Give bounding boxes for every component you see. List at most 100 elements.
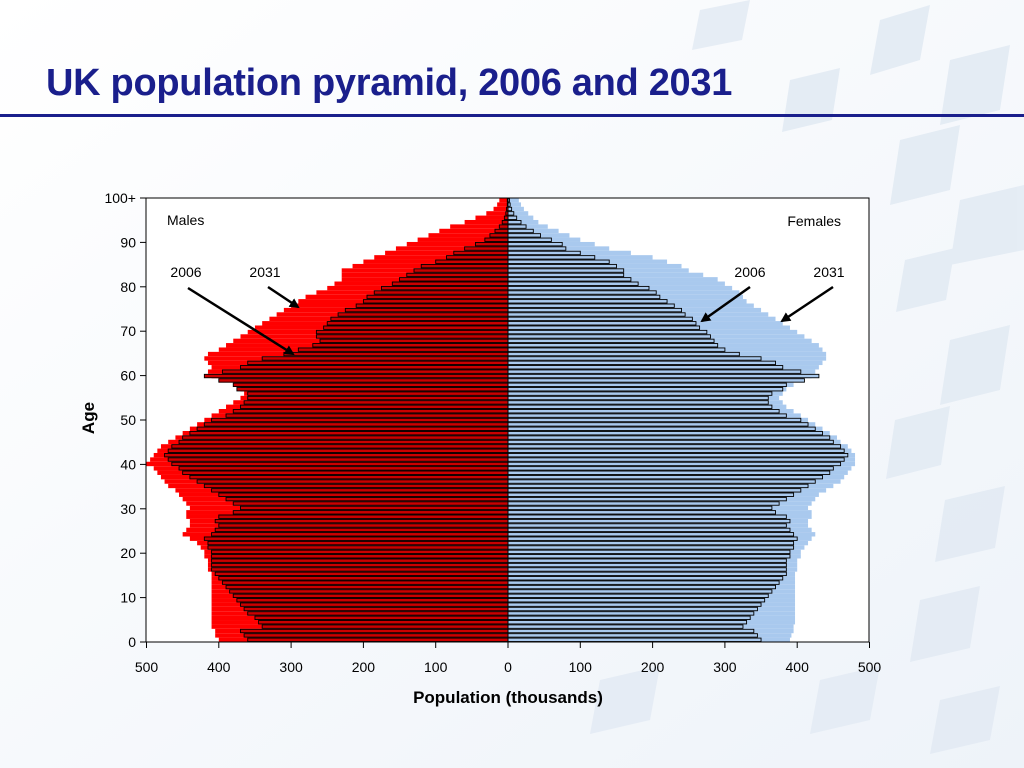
bar-males-2006-age-24 [211,532,509,537]
bar-females-2006-age-70 [507,329,708,335]
x-tick-label: 100 [569,659,593,675]
bar-males-2006-age-51 [225,413,509,418]
bar-males-2031-age-98 [493,206,508,212]
bars-layer [146,198,856,642]
bar-males-2006-age-71 [323,325,509,330]
bar-males-2006-age-50 [211,417,509,423]
annotation-males-2006: 2006 [170,264,201,280]
bar-males-2006-age-25 [214,527,509,533]
bar-females-2006-age-5 [507,615,751,620]
bar-females-2006-age-94 [507,224,527,229]
bar-females-2031-age-95 [508,219,539,225]
bar-males-2006-age-66 [297,347,509,352]
bar-males-2006-age-32 [225,496,509,502]
bar-males-2006-age-37 [189,474,509,480]
females-label: Females [787,213,841,229]
bar-females-2006-age-50 [507,417,802,423]
bar-females-2006-age-33 [507,492,795,497]
bar-females-2031-age-94 [508,224,548,229]
bar-males-2006-age-96 [503,215,509,220]
bar-females-2006-age-41 [507,457,845,462]
bar-males-2006-age-11 [229,589,509,594]
bar-males-2006-age-13 [221,580,509,585]
bar-males-2006-age-74 [337,312,509,317]
bar-males-2006-age-15 [214,571,509,577]
bar-males-2006-age-69 [315,334,509,339]
title-rule [0,114,1024,117]
bar-males-2006-age-45 [178,439,509,445]
bar-males-2006-age-6 [247,611,509,616]
bar-females-2006-age-34 [507,488,802,493]
bar-males-2006-age-17 [211,562,509,568]
bar-males-2006-age-52 [232,409,509,414]
bar-males-2006-age-64 [261,356,509,361]
bar-females-2006-age-28 [507,514,787,519]
bar-males-2006-age-19 [211,554,509,559]
bar-males-2006-age-20 [211,549,509,555]
bar-females-2006-age-36 [507,479,816,484]
bar-females-2006-age-20 [507,549,791,555]
bar-females-2006-age-66 [507,347,726,352]
y-tick-label: 30 [120,501,136,517]
bar-females-2031-age-100 [508,198,519,203]
bar-females-2006-age-46 [507,435,831,440]
bar-males-2006-age-31 [232,501,509,506]
bar-males-2006-age-92 [489,233,509,238]
annotation-arrow-females-2031 [780,285,834,323]
bar-females-2006-age-14 [507,576,784,581]
bar-females-2006-age-73 [507,316,693,322]
bar-males-2031-age-100 [499,198,508,203]
bar-females-2006-age-3 [507,624,744,629]
bar-males-2031-age-95 [464,219,508,225]
bar-males-2031-age-87 [374,255,508,260]
bar-females-2006-age-86 [507,259,610,264]
bar-females-2006-age-23 [507,536,798,541]
bar-males-2006-age-26 [218,523,509,528]
bar-males-2006-age-56 [247,391,509,396]
bar-males-2006-age-38 [182,470,509,475]
bar-males-2006-age-18 [211,558,509,563]
bar-females-2006-age-76 [507,303,675,308]
x-tick-label: 500 [858,659,882,675]
bar-males-2006-age-7 [243,606,509,612]
bar-females-2006-age-43 [507,448,845,453]
bar-females-2006-age-13 [507,580,780,585]
y-tick-label: 0 [128,634,136,650]
bar-males-2006-age-14 [218,576,509,581]
bar-females-2006-age-12 [507,584,776,590]
bar-males-2006-age-91 [484,237,509,242]
bar-males-2006-age-79 [373,290,509,295]
bar-males-2006-age-39 [178,466,509,471]
bar-males-2006-age-70 [315,329,509,335]
bar-females-2006-age-65 [507,351,740,357]
bar-males-2006-age-5 [254,615,509,620]
bar-males-2006-age-36 [196,479,509,484]
y-tick-label: 40 [120,456,136,472]
bar-females-2006-age-84 [507,268,625,273]
bar-males-2006-age-61 [221,369,509,374]
bar-males-2006-age-23 [203,536,509,541]
bar-males-2006-age-8 [240,602,509,607]
bar-males-2006-age-57 [236,387,509,392]
bar-females-2006-age-63 [507,360,776,366]
bar-females-2006-age-1 [507,633,758,638]
x-axis-label: Population (thousands) [413,688,603,707]
bar-females-2006-age-61 [507,369,802,374]
bar-females-2031-age-98 [508,206,524,212]
bar-males-2006-age-47 [189,431,509,436]
annotation-females-2006: 2006 [734,264,765,280]
bar-females-2006-age-58 [507,382,787,387]
y-tick-label: 20 [120,545,136,561]
bar-females-2031-age-96 [508,215,534,220]
bar-females-2006-age-9 [507,598,766,603]
bar-males-2006-age-84 [413,268,509,273]
bar-females-2006-age-83 [507,272,625,278]
bar-females-2006-age-68 [507,338,715,344]
bar-males-2006-age-3 [261,624,509,629]
bar-females-2006-age-48 [507,426,816,431]
y-tick-label: 70 [120,323,136,339]
bar-females-2006-age-95 [507,220,522,225]
bar-males-2006-age-43 [167,448,509,453]
bar-females-2006-age-56 [507,391,773,396]
